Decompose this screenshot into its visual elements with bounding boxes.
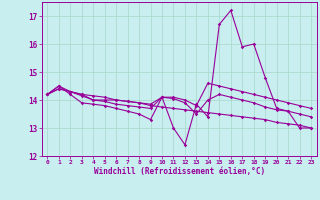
X-axis label: Windchill (Refroidissement éolien,°C): Windchill (Refroidissement éolien,°C) <box>94 167 265 176</box>
